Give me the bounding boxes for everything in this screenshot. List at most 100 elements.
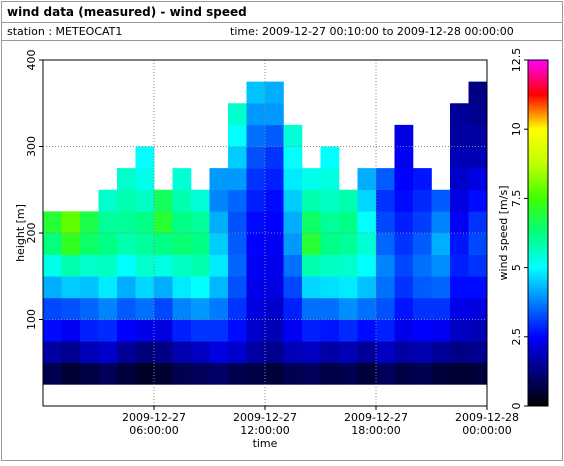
- heat-cell: [413, 254, 432, 277]
- heat-cell: [61, 362, 81, 385]
- heat-cell: [468, 233, 488, 255]
- heat-cell: [394, 189, 414, 212]
- heat-cell: [191, 233, 210, 255]
- heat-cell: [339, 276, 358, 299]
- heat-cell: [191, 276, 210, 299]
- heat-cell: [191, 211, 210, 234]
- heat-cell: [302, 189, 321, 212]
- heat-cell: [320, 189, 340, 212]
- heat-cell: [228, 254, 247, 277]
- colorbar-label: wind speed [m/s]: [497, 186, 510, 281]
- heat-cell: [43, 233, 62, 255]
- heat-cell: [394, 233, 414, 255]
- heat-cell: [154, 319, 173, 342]
- heat-cell: [209, 168, 229, 191]
- heat-cell: [376, 211, 395, 234]
- heat-cell: [154, 362, 173, 385]
- heat-cell: [98, 341, 118, 364]
- heat-cell: [209, 297, 229, 320]
- heat-cell: [357, 254, 377, 277]
- heat-cell: [450, 146, 469, 169]
- heat-cell: [320, 341, 340, 364]
- heat-cell: [246, 81, 266, 104]
- heat-cell: [450, 189, 469, 212]
- heat-cell: [117, 341, 136, 364]
- heat-cell: [209, 189, 229, 212]
- heat-cell: [43, 319, 62, 342]
- heat-cell: [61, 276, 81, 299]
- heat-cell: [394, 297, 414, 320]
- heat-cell: [431, 341, 451, 364]
- heat-cell: [191, 362, 210, 385]
- heat-cell: [450, 319, 469, 342]
- heat-cell: [98, 189, 118, 212]
- heat-cell: [265, 189, 284, 212]
- heat-cell: [172, 276, 192, 299]
- heat-cell: [339, 319, 358, 342]
- heat-cell: [320, 319, 340, 342]
- heat-cell: [302, 233, 321, 255]
- heat-cell: [135, 297, 155, 320]
- heat-cell: [468, 211, 488, 234]
- heat-cell: [154, 297, 173, 320]
- y-tick-label: 100: [25, 309, 38, 330]
- heat-cell: [135, 168, 155, 191]
- heat-cell: [302, 297, 321, 320]
- heat-cell: [246, 276, 266, 299]
- heat-cell: [376, 276, 395, 299]
- heat-cell: [80, 341, 99, 364]
- colorbar-tick-label: 5: [510, 264, 523, 271]
- heat-cell: [413, 233, 432, 255]
- heat-cell: [246, 124, 266, 147]
- heat-cell: [80, 276, 99, 299]
- heat-cell: [357, 341, 377, 364]
- y-tick-label: 300: [25, 136, 38, 157]
- colorbar-tick-label: 12.5: [510, 48, 523, 73]
- heat-cell: [283, 362, 303, 385]
- x-tick-label-box: 2009-12-28 00:00:00: [455, 411, 519, 437]
- heat-cell: [154, 211, 173, 234]
- heat-cell: [98, 276, 118, 299]
- heat-cell: [209, 362, 229, 385]
- heat-cell: [209, 233, 229, 255]
- heat-cell: [265, 254, 284, 277]
- heat-cell: [61, 297, 81, 320]
- heat-cell: [413, 319, 432, 342]
- heat-cell: [265, 168, 284, 191]
- heat-cell: [320, 362, 340, 385]
- heat-cell: [376, 254, 395, 277]
- heat-cell: [413, 297, 432, 320]
- heat-cell: [172, 341, 192, 364]
- heat-cell: [283, 168, 303, 191]
- heat-cell: [431, 276, 451, 299]
- heat-cell: [117, 276, 136, 299]
- heat-cell: [302, 168, 321, 191]
- plot-border: [42, 59, 488, 407]
- y-tick-label: 200: [25, 223, 38, 244]
- heat-cell: [265, 211, 284, 234]
- heat-cell: [376, 362, 395, 385]
- heat-cell: [339, 297, 358, 320]
- heat-cell: [228, 103, 247, 126]
- heat-cell: [413, 211, 432, 234]
- heat-cell: [450, 124, 469, 147]
- heat-cell: [154, 276, 173, 299]
- heat-cell: [376, 297, 395, 320]
- heat-cell: [339, 362, 358, 385]
- heat-cell: [265, 341, 284, 364]
- heat-cell: [283, 319, 303, 342]
- heat-cell: [191, 189, 210, 212]
- heat-cell: [468, 81, 488, 104]
- heat-cell: [246, 319, 266, 342]
- heat-cell: [265, 146, 284, 169]
- colorbar-tick-label: 7.5: [510, 190, 523, 208]
- heat-cell: [431, 319, 451, 342]
- heat-cell: [320, 168, 340, 191]
- heat-cell: [283, 211, 303, 234]
- heat-cell: [320, 276, 340, 299]
- heat-cell: [265, 319, 284, 342]
- heat-cell: [450, 341, 469, 364]
- heat-cell: [246, 168, 266, 191]
- heat-cell: [283, 254, 303, 277]
- heat-cell: [376, 341, 395, 364]
